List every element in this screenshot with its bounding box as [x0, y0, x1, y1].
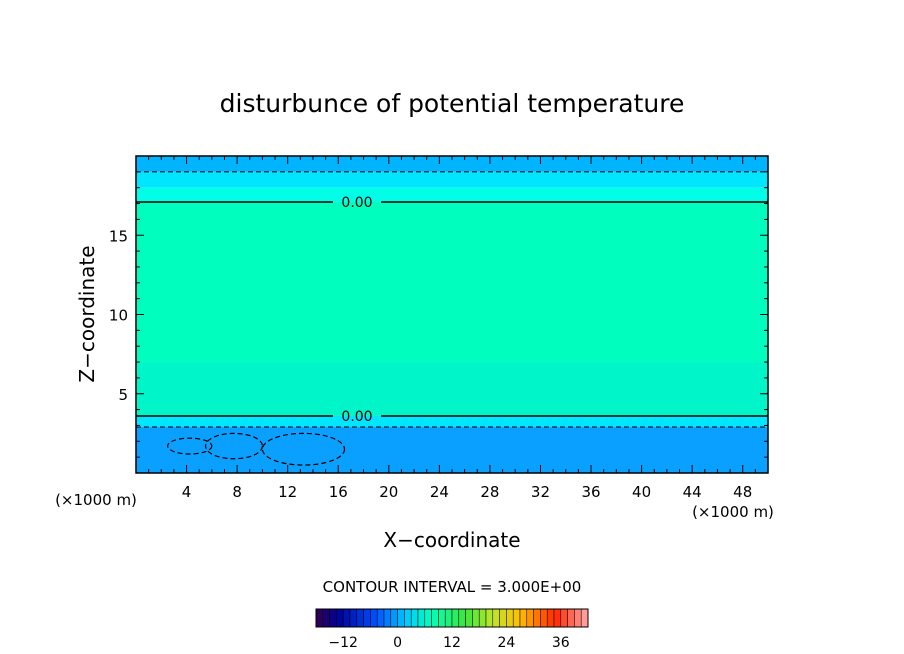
- y-tick-label: 15: [109, 227, 128, 245]
- colorbar-cell: [567, 608, 575, 628]
- colorbar-cell: [485, 608, 494, 628]
- colorbar-cell: [342, 608, 351, 628]
- colorbar-cell: [431, 608, 439, 628]
- colorbar-cell: [506, 608, 514, 628]
- colorbar-cell: [404, 608, 412, 628]
- x-tick-label: 44: [683, 483, 702, 501]
- colorbar-cell: [315, 608, 324, 628]
- x-tick-label: 28: [480, 483, 499, 501]
- shaded-layer: [136, 362, 768, 416]
- y-tick-label: 5: [118, 386, 128, 404]
- colorbar-tick-label: 36: [552, 635, 570, 651]
- x-tick-label: 24: [430, 483, 449, 501]
- chart-title: disturbunce of potential temperature: [220, 89, 685, 118]
- y-axis-label: Z−coordinate: [75, 245, 99, 382]
- negative-cell-contour: [167, 437, 213, 455]
- colorbar-cell: [444, 608, 453, 628]
- contour-label: 0.00: [341, 409, 372, 425]
- x-tick-label: 40: [632, 483, 651, 501]
- colorbar-cell: [383, 608, 392, 628]
- x-axis-label: X−coordinate: [383, 528, 520, 552]
- colorbar-cell: [376, 608, 385, 628]
- colorbar-cell: [492, 608, 500, 628]
- shaded-layer: [136, 427, 768, 473]
- x-tick-label: 36: [581, 483, 600, 501]
- colorbar-cell: [540, 608, 548, 628]
- colorbar-cell: [410, 608, 419, 628]
- colorbar-tick-label: 24: [497, 635, 515, 651]
- colorbar-tick-label: 0: [393, 635, 402, 651]
- colorbar-cell: [451, 608, 460, 628]
- colorbar-cell: [574, 608, 582, 628]
- colorbar-cell: [533, 608, 541, 628]
- colorbar-cell: [499, 608, 507, 628]
- colorbar-cell: [397, 608, 405, 628]
- x-tick-label: 32: [531, 483, 550, 501]
- shaded-layer: [136, 171, 768, 188]
- colorbar-cell: [329, 608, 337, 628]
- colorbar-tick-label: 12: [443, 635, 461, 651]
- colorbar-cell: [465, 608, 473, 628]
- shaded-layer: [136, 415, 768, 428]
- colorbar-cell: [478, 608, 487, 628]
- colorbar-cell: [472, 608, 480, 628]
- colorbar-cell: [519, 608, 528, 628]
- x-tick-label: 12: [278, 483, 297, 501]
- contour-interval-label: CONTOUR INTERVAL = 3.000E+00: [323, 578, 582, 596]
- y-tick-label: 10: [109, 307, 128, 325]
- x-tick-label: 20: [379, 483, 398, 501]
- colorbar-cell: [526, 608, 534, 628]
- colorbar: −12 0 12 24 36: [315, 608, 589, 651]
- colorbar-cell: [424, 608, 432, 628]
- colorbar-cell: [390, 608, 398, 628]
- contour-label: 0.00: [341, 195, 372, 211]
- x-tick-label: 48: [733, 483, 752, 501]
- colorbar-cell: [322, 608, 330, 628]
- colorbar-cell: [553, 608, 562, 628]
- colorbar-cell: [417, 608, 426, 628]
- colorbar-cell: [560, 608, 568, 628]
- colorbar-cell: [349, 608, 358, 628]
- shaded-layer: [136, 187, 768, 202]
- colorbar-cell: [370, 608, 378, 628]
- colorbar-cell: [512, 608, 521, 628]
- colorbar-cell: [458, 608, 466, 628]
- shaded-layer: [136, 156, 768, 172]
- colorbar-cell: [546, 608, 555, 628]
- colorbar-cell: [580, 608, 589, 628]
- colorbar-cell: [356, 608, 364, 628]
- x-tick-label: 16: [329, 483, 348, 501]
- x-tick-label: 8: [232, 483, 242, 501]
- x-unit-right: (×1000 m): [692, 503, 774, 521]
- colorbar-cell: [438, 608, 446, 628]
- negative-cell-contour: [204, 432, 264, 460]
- x-unit-left: (×1000 m): [55, 491, 137, 509]
- colorbar-frame: [315, 608, 589, 628]
- colorbar-cell: [363, 608, 371, 628]
- negative-cell-contour: [261, 432, 346, 466]
- colorbar-tick-label: −12: [328, 635, 358, 651]
- colorbar-cell: [336, 608, 344, 628]
- x-tick-label: 4: [182, 483, 192, 501]
- shaded-layer: [136, 201, 768, 363]
